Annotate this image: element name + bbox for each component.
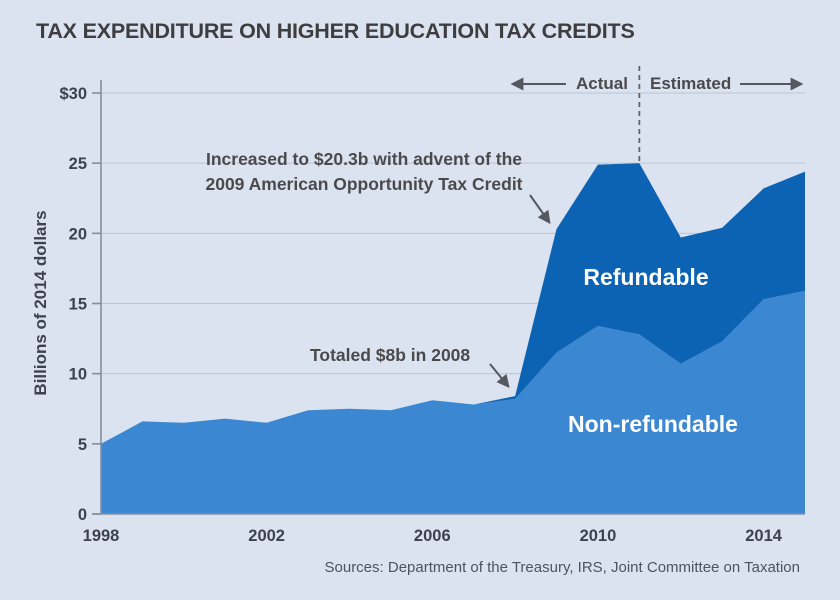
- x-tick-label: 1998: [83, 527, 120, 545]
- y-tick-label: 5: [78, 436, 87, 454]
- arrows: [489, 77, 804, 389]
- y-tick-label: 20: [69, 225, 87, 243]
- period-label-estimated: Estimated: [650, 74, 732, 93]
- chart-title: TAX EXPENDITURE ON HIGHER EDUCATION TAX …: [36, 19, 635, 43]
- annotation-aotc: Increased to $20.3b with advent of the 2…: [168, 147, 560, 197]
- series-label-refundable: Refundable: [583, 264, 709, 290]
- series-areas: [101, 163, 805, 514]
- aotc-annotation-arrow-icon: [529, 194, 551, 225]
- series-area-refundable: [101, 163, 805, 444]
- y-tick-label: $30: [59, 85, 87, 103]
- y-tick-label: 15: [69, 296, 87, 314]
- y-axis-label: Billions of 2014 dollars: [31, 210, 50, 395]
- y-tick-label: 10: [69, 366, 87, 384]
- y-tick-label: 25: [69, 155, 87, 173]
- x-tick-label: 2002: [248, 527, 285, 545]
- annotation-aotc-line2: 2009 American Opportunity Tax Credit: [205, 174, 523, 194]
- y-tick-label: 0: [78, 506, 87, 524]
- period-label-actual: Actual: [576, 74, 628, 93]
- x-tick-label: 2006: [414, 527, 451, 545]
- x-tick-label: 2014: [745, 527, 783, 545]
- sources-note: Sources: Department of the Treasury, IRS…: [324, 559, 801, 576]
- series-area-nonrefundable: [101, 290, 805, 514]
- totaled-annotation-arrow-icon: [489, 363, 510, 389]
- axes: $30 25 20 15 10 5 0 1998 2002 2006 2010 2014: [59, 80, 805, 545]
- annotation-total-2008: Totaled $8b in 2008: [310, 345, 471, 365]
- series-label-nonrefundable: Non-refundable: [568, 411, 738, 437]
- x-tick-label: 2010: [580, 527, 617, 545]
- annotation-aotc-line1: Increased to $20.3b with advent of the: [205, 149, 523, 169]
